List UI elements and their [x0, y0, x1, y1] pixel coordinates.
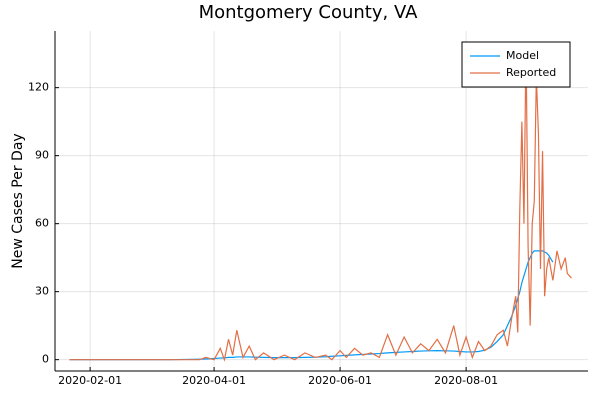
y-tick-label: 0: [42, 353, 49, 366]
x-tick-label: 2020-02-01: [58, 374, 122, 387]
x-tick-label: 2020-04-01: [182, 374, 246, 387]
legend-box: [461, 41, 571, 88]
y-tick-label: 30: [35, 285, 49, 298]
x-tick-label: 2020-08-01: [434, 374, 498, 387]
legend-label: Reported: [506, 66, 556, 79]
chart-title: Montgomery County, VA: [199, 2, 419, 23]
x-tick-label: 2020-06-01: [308, 374, 372, 387]
y-axis-label: New Cases Per Day: [10, 133, 26, 268]
legend-label: Model: [506, 49, 539, 62]
y-tick-label: 60: [35, 217, 49, 230]
series-line: [69, 42, 572, 362]
y-tick-label: 90: [35, 149, 49, 162]
y-tick-label: 120: [28, 81, 49, 94]
